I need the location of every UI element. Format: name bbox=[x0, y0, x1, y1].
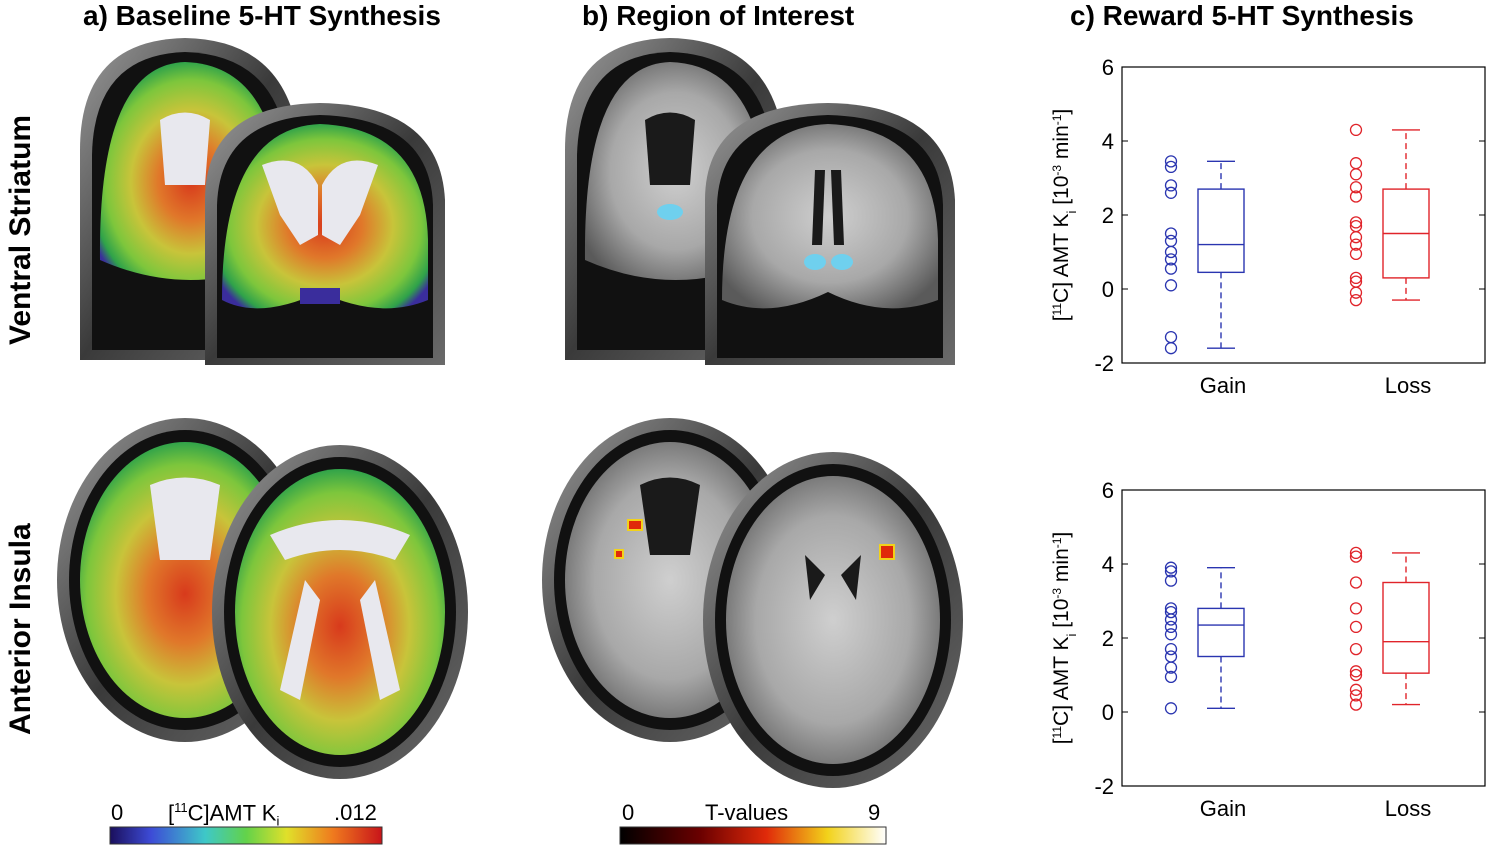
data-point bbox=[1164, 605, 1178, 619]
y-tick-label: 2 bbox=[1102, 203, 1114, 228]
data-point bbox=[1349, 123, 1363, 137]
y-tick-label: 0 bbox=[1102, 700, 1114, 725]
data-point bbox=[1349, 668, 1363, 682]
data-point bbox=[1349, 190, 1363, 203]
y-tick-label: 4 bbox=[1102, 129, 1114, 154]
pet-colorbar-min: 0 bbox=[111, 800, 124, 825]
boxplot-ventral-striatum: -2 0 2 4 6 Gain Loss [11C] AMT Ki [10-3 min-1] bbox=[1050, 55, 1486, 398]
data-point bbox=[1349, 247, 1363, 261]
data-point bbox=[1349, 168, 1363, 181]
data-point bbox=[1349, 602, 1363, 615]
data-point bbox=[1164, 650, 1178, 663]
panel-c-title: c) Reward 5-HT Synthesis bbox=[1070, 0, 1414, 31]
y-tick-label: 0 bbox=[1102, 277, 1114, 302]
data-point bbox=[1349, 683, 1363, 696]
data-point bbox=[1349, 550, 1363, 563]
data-point bbox=[1164, 262, 1178, 275]
y-tick-label: 4 bbox=[1102, 552, 1114, 577]
data-point bbox=[1164, 330, 1178, 344]
y-tick-label: -2 bbox=[1094, 774, 1114, 799]
data-point bbox=[1164, 253, 1178, 266]
data-point bbox=[1349, 181, 1363, 194]
box-loss bbox=[1349, 123, 1430, 307]
tvalues-colorbar-min: 0 bbox=[622, 800, 635, 825]
data-point bbox=[1164, 155, 1178, 168]
data-point bbox=[1164, 642, 1178, 656]
data-point bbox=[1164, 234, 1178, 248]
data-point bbox=[1164, 670, 1178, 684]
data-point bbox=[1349, 689, 1363, 702]
plot-frame bbox=[1121, 489, 1486, 787]
pet-coronal-front bbox=[205, 103, 445, 365]
plot-frame bbox=[1121, 66, 1486, 364]
data-point bbox=[1164, 561, 1178, 574]
x-tick-label: Loss bbox=[1385, 796, 1431, 821]
mri-axial-front bbox=[703, 452, 963, 788]
data-point bbox=[1164, 613, 1178, 626]
y-tick-label: 6 bbox=[1102, 478, 1114, 503]
data-point bbox=[1164, 565, 1178, 578]
data-point bbox=[1164, 620, 1178, 634]
pet-colorbar-label: [11C]AMT Ki bbox=[168, 800, 280, 829]
tvalues-colorbar-label: T-values bbox=[705, 800, 789, 825]
pet-colorbar-max: .012 bbox=[334, 800, 377, 825]
data-point bbox=[1349, 286, 1363, 299]
data-point bbox=[1164, 702, 1178, 715]
data-point bbox=[1164, 245, 1178, 259]
data-point bbox=[1164, 661, 1178, 674]
data-point bbox=[1164, 186, 1178, 199]
data-point bbox=[1164, 179, 1178, 192]
data-point bbox=[1164, 160, 1178, 174]
brain-images bbox=[57, 38, 963, 845]
y-axis-label: [11C] AMT Ki [10-3 min-1] bbox=[1050, 532, 1079, 745]
tvalues-colorbar bbox=[619, 826, 887, 845]
data-point bbox=[1164, 227, 1178, 240]
pet-axial-front bbox=[212, 445, 468, 779]
box-gain bbox=[1164, 561, 1245, 715]
x-tick-label: Gain bbox=[1200, 373, 1246, 398]
data-point bbox=[1349, 620, 1363, 634]
mri-coronal-front bbox=[705, 103, 955, 365]
data-point bbox=[1164, 342, 1178, 355]
data-point bbox=[1164, 574, 1178, 587]
box-loss bbox=[1349, 546, 1430, 711]
x-tick-label: Gain bbox=[1200, 796, 1246, 821]
data-point bbox=[1349, 576, 1363, 589]
iqr-box bbox=[1197, 188, 1245, 274]
y-tick-label: -2 bbox=[1094, 351, 1114, 376]
data-point bbox=[1164, 628, 1178, 641]
data-point bbox=[1349, 216, 1363, 229]
box-gain bbox=[1164, 155, 1245, 355]
data-point bbox=[1349, 271, 1363, 285]
data-point bbox=[1349, 293, 1363, 307]
panel-a-title: a) Baseline 5-HT Synthesis bbox=[83, 0, 441, 31]
iqr-box bbox=[1382, 581, 1430, 674]
data-point bbox=[1164, 279, 1178, 292]
data-point bbox=[1349, 238, 1363, 251]
y-axis-label: [11C] AMT Ki [10-3 min-1] bbox=[1050, 109, 1079, 322]
boxplot-anterior-insula: -2 0 2 4 6 Gain Loss [11C] AMT Ki [10-3 min-1] bbox=[1050, 478, 1486, 821]
iqr-box bbox=[1197, 607, 1245, 658]
y-tick-label: 6 bbox=[1102, 55, 1114, 80]
data-point bbox=[1349, 157, 1363, 170]
data-point bbox=[1349, 698, 1363, 711]
data-point bbox=[1349, 642, 1363, 656]
y-tick-label: 2 bbox=[1102, 626, 1114, 651]
tvalues-colorbar-max: 9 bbox=[868, 800, 881, 825]
data-point bbox=[1349, 546, 1363, 560]
pet-colorbar bbox=[109, 826, 383, 845]
data-point bbox=[1349, 231, 1363, 244]
x-tick-label: Loss bbox=[1385, 373, 1431, 398]
panel-b-title: b) Region of Interest bbox=[582, 0, 855, 31]
data-point bbox=[1349, 665, 1363, 678]
